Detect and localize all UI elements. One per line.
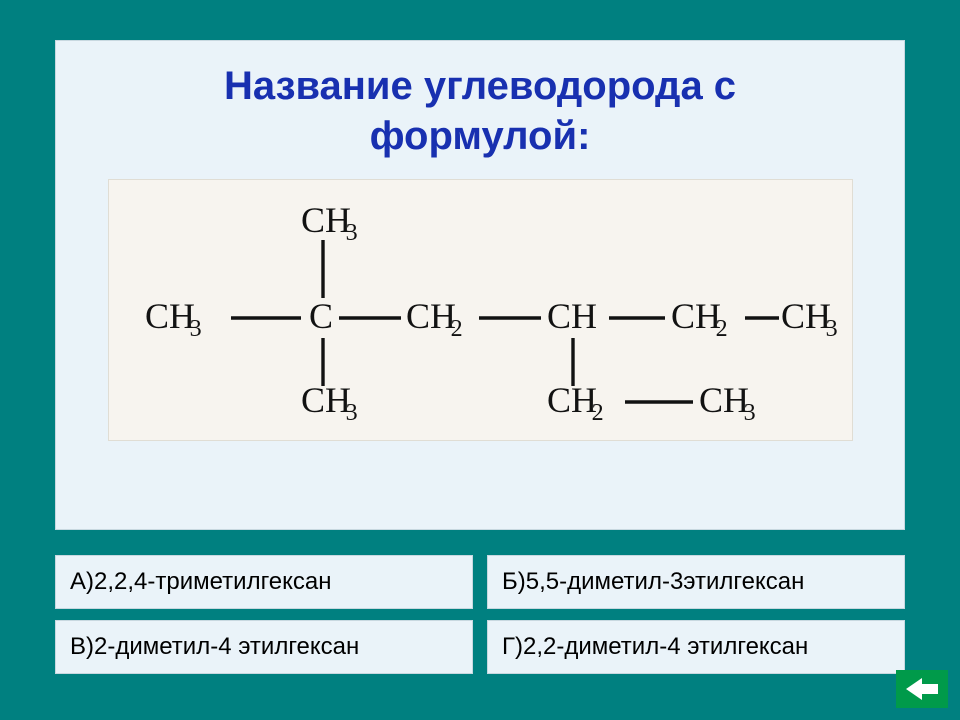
svg-text:CH: CH — [781, 296, 831, 336]
svg-text:CH: CH — [301, 200, 351, 240]
svg-text:CH: CH — [671, 296, 721, 336]
svg-text:CH: CH — [406, 296, 456, 336]
question-panel: Название углеводорода с формулой: CH3CH3… — [55, 40, 905, 530]
svg-text:CH: CH — [145, 296, 195, 336]
svg-text:2: 2 — [715, 316, 727, 342]
chemical-formula: CH3CH3CCH2CHCH2CH3CH3CH2CH3 — [108, 179, 853, 441]
answer-option-a[interactable]: А)2,2,4-триметилгексан — [55, 555, 473, 609]
svg-text:C: C — [309, 296, 333, 336]
svg-text:3: 3 — [345, 220, 357, 246]
nav-back-button[interactable] — [896, 670, 948, 708]
answer-v-text: В)2-диметил-4 этилгексан — [70, 633, 359, 661]
svg-text:3: 3 — [189, 316, 201, 342]
answer-option-b[interactable]: Б)5,5-диметил-3этилгексан — [487, 555, 905, 609]
svg-text:2: 2 — [591, 400, 603, 426]
answer-g-text: Г)2,2-диметил-4 этилгексан — [502, 633, 808, 661]
answer-option-v[interactable]: В)2-диметил-4 этилгексан — [55, 620, 473, 674]
svg-text:3: 3 — [743, 400, 755, 426]
svg-text:3: 3 — [825, 316, 837, 342]
svg-text:2: 2 — [450, 316, 462, 342]
svg-text:CH: CH — [547, 380, 597, 420]
formula-svg: CH3CH3CCH2CHCH2CH3CH3CH2CH3 — [109, 180, 854, 442]
answers-row-1: А)2,2,4-триметилгексан Б)5,5-диметил-3эт… — [55, 555, 905, 609]
svg-text:CH: CH — [547, 296, 597, 336]
question-title: Название углеводорода с формулой: — [56, 41, 904, 171]
svg-text:CH: CH — [699, 380, 749, 420]
arrow-left-icon — [906, 678, 938, 700]
answer-b-text: Б)5,5-диметил-3этилгексан — [502, 568, 804, 596]
svg-text:3: 3 — [345, 400, 357, 426]
answer-option-g[interactable]: Г)2,2-диметил-4 этилгексан — [487, 620, 905, 674]
answer-a-text: А)2,2,4-триметилгексан — [70, 568, 332, 596]
answers-row-2: В)2-диметил-4 этилгексан Г)2,2-диметил-4… — [55, 620, 905, 674]
svg-text:CH: CH — [301, 380, 351, 420]
